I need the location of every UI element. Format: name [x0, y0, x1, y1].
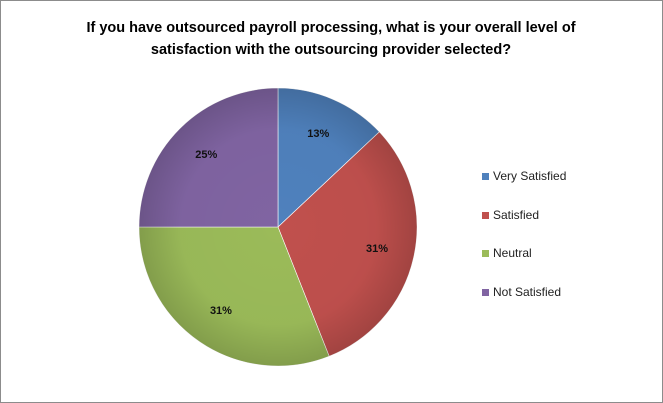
data-label-satisfied: 31% — [366, 243, 388, 255]
legend-label-neutral: Neutral — [493, 246, 532, 261]
data-label-not-satisfied: 25% — [195, 149, 217, 161]
legend-swatch-very-satisfied — [482, 173, 489, 180]
legend-swatch-not-satisfied — [482, 289, 489, 297]
chart-title-line-2: satisfaction with the outsourcing provid… — [150, 42, 512, 58]
legend-label-satisfied: Satisfied — [493, 207, 540, 222]
data-label-neutral: 31% — [210, 305, 232, 317]
chart-title: If you have outsourced payroll processin… — [61, 17, 601, 61]
legend-label-very-satisfied: Very Satisfied — [493, 169, 567, 183]
legend-label-not-satisfied: Not Satisfied — [493, 285, 562, 300]
legend-swatch-satisfied — [482, 211, 489, 219]
chart-title-line-1: If you have outsourced payroll processin… — [86, 20, 576, 36]
legend-swatch-neutral — [482, 250, 489, 258]
pie-slices — [138, 87, 418, 367]
pie-data-labels: 13% 31% 31% 25% — [195, 128, 388, 317]
data-label-very-satisfied: 13% — [307, 128, 329, 140]
